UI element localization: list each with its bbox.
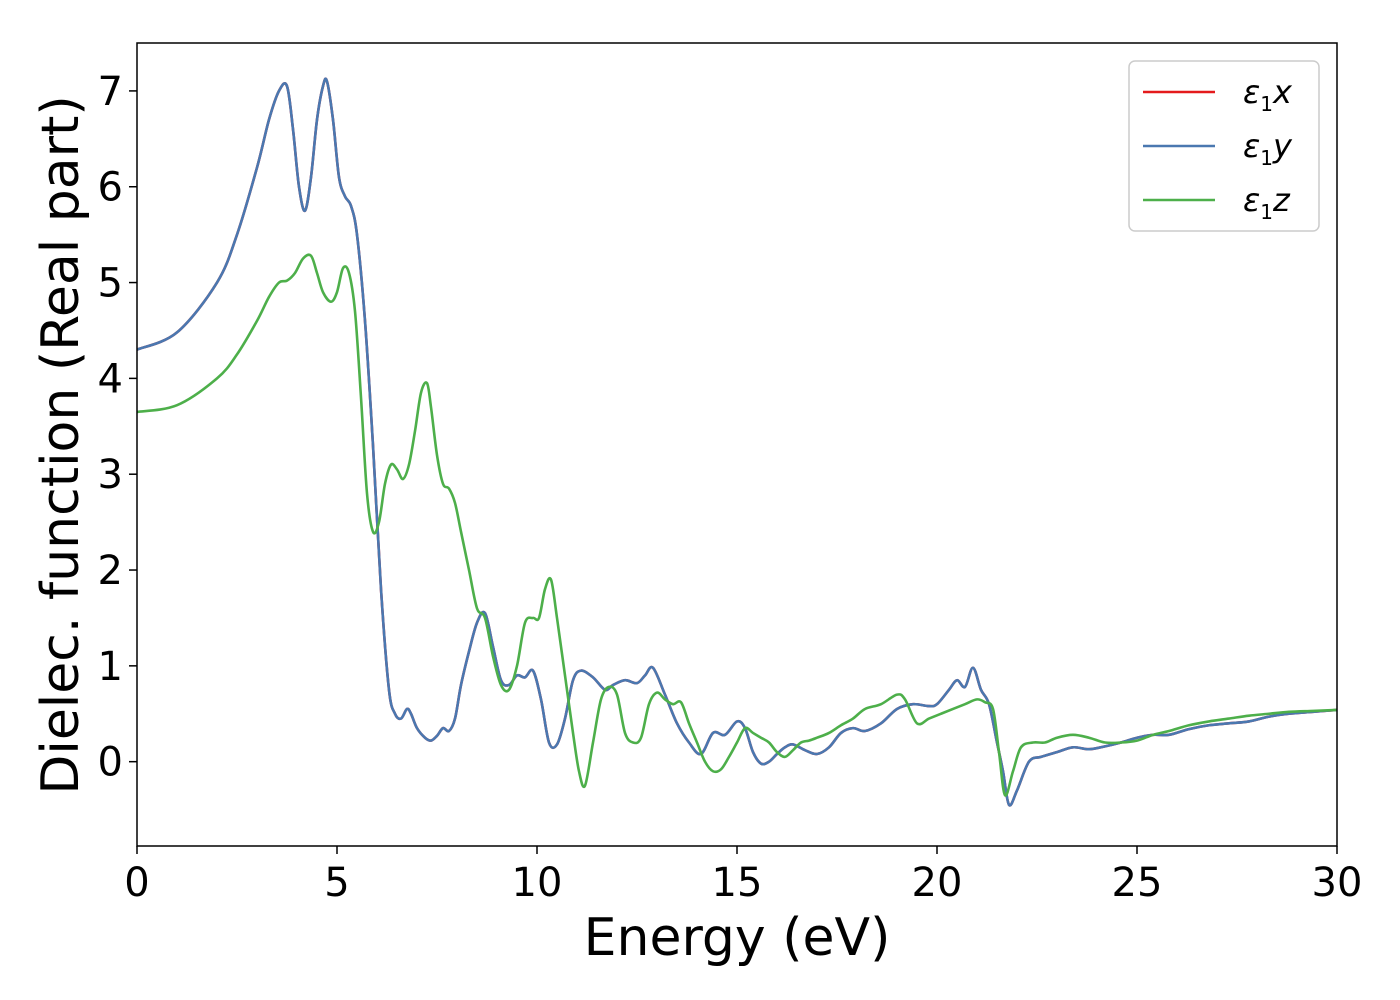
- y-tick-label: 5: [98, 261, 123, 307]
- x-tick-label: 5: [324, 860, 349, 906]
- legend: ε1x ε1y ε1z: [1128, 60, 1320, 232]
- x-axis-label: Energy (eV): [584, 908, 891, 968]
- legend-entry-label: ε1y: [1243, 127, 1293, 170]
- y-tick-label: 0: [98, 740, 123, 786]
- y-axis-label: Dielec. function (Real part): [31, 95, 91, 794]
- x-tick-label: 30: [1312, 860, 1363, 906]
- y-tick-label: 2: [98, 548, 123, 594]
- legend-entry-label: ε1x: [1243, 73, 1293, 116]
- legend-entry-label: ε1z: [1243, 181, 1291, 224]
- x-axis-ticks: 0 5 10 15 20 25 30: [124, 846, 1362, 906]
- x-tick-label: 0: [124, 860, 149, 906]
- y-tick-label: 4: [98, 356, 123, 402]
- y-tick-label: 3: [98, 452, 123, 498]
- y-tick-label: 6: [98, 165, 123, 211]
- x-tick-label: 25: [1112, 860, 1163, 906]
- y-tick-label: 1: [98, 644, 123, 690]
- y-axis-ticks: 0 1 2 3 4 5 6 7: [98, 69, 137, 786]
- series-line-eps1z: [137, 253, 1337, 797]
- series-line-eps1y: [137, 77, 1337, 807]
- x-tick-label: 10: [512, 860, 563, 906]
- series-layer: [137, 77, 1337, 807]
- y-tick-label: 7: [98, 69, 123, 115]
- x-tick-label: 15: [712, 860, 763, 906]
- x-tick-label: 20: [912, 860, 963, 906]
- legend-box: [1128, 60, 1320, 232]
